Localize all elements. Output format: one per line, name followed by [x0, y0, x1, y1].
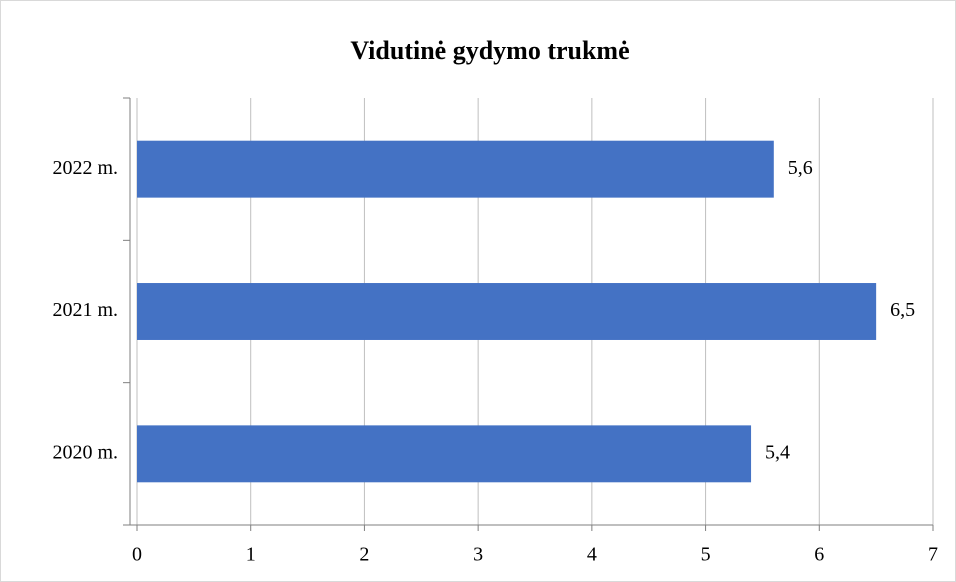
y-tick-label: 2021 m. [52, 299, 118, 321]
bar [137, 283, 877, 340]
bar [137, 425, 752, 483]
value-label: 6,5 [890, 299, 915, 321]
x-tick-label: 2 [359, 544, 369, 566]
value-label: 5,6 [788, 157, 813, 179]
value-label: 5,4 [765, 441, 790, 463]
bar [137, 140, 774, 198]
x-tick-label: 0 [132, 544, 142, 566]
x-tick-label: 5 [701, 544, 711, 566]
x-tick-label: 7 [928, 544, 938, 566]
x-tick-label: 1 [246, 544, 256, 566]
x-tick-label: 3 [473, 544, 483, 566]
x-tick-label: 6 [814, 544, 824, 566]
x-tick-label: 4 [587, 544, 597, 566]
y-tick-label: 2020 m. [52, 441, 118, 463]
chart-title: Vidutinė gydymo trukmė [350, 36, 629, 65]
y-tick-label: 2022 m. [52, 157, 118, 179]
